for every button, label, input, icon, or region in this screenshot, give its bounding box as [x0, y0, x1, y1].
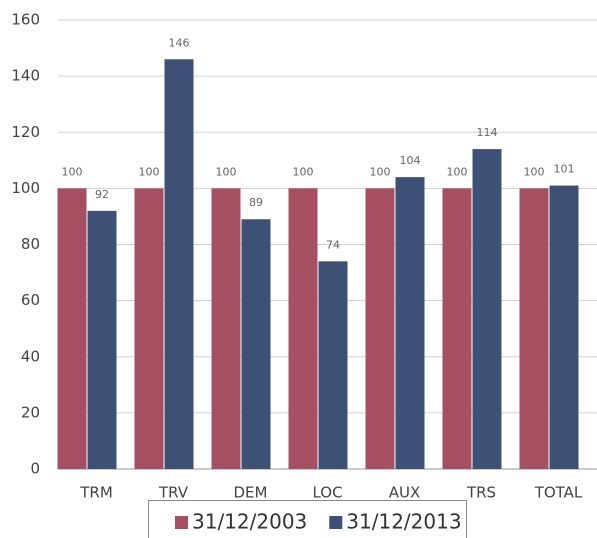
value-label: 100 — [524, 165, 545, 178]
legend-swatch — [329, 516, 343, 529]
value-label: 89 — [249, 196, 263, 209]
bar — [519, 188, 549, 469]
value-label: 114 — [477, 126, 498, 139]
value-label: 100 — [293, 165, 314, 178]
x-tick-label: AUX — [389, 484, 421, 502]
y-tick-label: 120 — [11, 123, 40, 141]
y-tick-label: 100 — [11, 179, 40, 197]
y-tick-label: 40 — [21, 347, 40, 365]
y-tick-label: 20 — [21, 403, 40, 421]
x-tick-label: DEM — [234, 484, 268, 502]
bar — [549, 185, 579, 469]
bar — [288, 188, 318, 469]
x-tick-label: TRV — [158, 484, 189, 502]
value-label: 74 — [326, 238, 340, 251]
x-tick-label: TOTAL — [534, 484, 583, 502]
value-label: 100 — [370, 165, 391, 178]
bar — [87, 210, 117, 469]
bar — [365, 188, 395, 469]
y-tick-label: 80 — [21, 235, 40, 253]
x-tick-label: LOC — [312, 484, 342, 502]
bar — [318, 261, 348, 469]
bar — [164, 59, 194, 469]
value-label: 104 — [400, 154, 421, 167]
y-tick-label: 140 — [11, 67, 40, 85]
value-label: 100 — [139, 165, 160, 178]
y-tick-label: 60 — [21, 291, 40, 309]
x-tick-label: TRS — [466, 484, 496, 502]
bar — [442, 188, 472, 469]
value-label: 101 — [554, 163, 575, 176]
y-tick-label: 0 — [30, 460, 40, 478]
legend-swatch — [175, 516, 188, 529]
bar — [134, 188, 164, 469]
bar — [395, 177, 425, 469]
bar — [211, 188, 241, 469]
y-tick-label: 160 — [11, 11, 40, 29]
bar — [57, 188, 87, 469]
bar — [472, 149, 502, 469]
value-label: 100 — [216, 165, 237, 178]
legend-label: 31/12/2003 — [192, 510, 307, 534]
legend-label: 31/12/2013 — [346, 510, 461, 534]
value-label: 100 — [62, 165, 83, 178]
value-label: 100 — [447, 165, 468, 178]
value-label: 92 — [95, 188, 109, 201]
x-tick-label: TRM — [79, 484, 113, 502]
bar — [241, 219, 271, 469]
value-label: 146 — [169, 36, 190, 49]
legend-box — [148, 500, 467, 538]
